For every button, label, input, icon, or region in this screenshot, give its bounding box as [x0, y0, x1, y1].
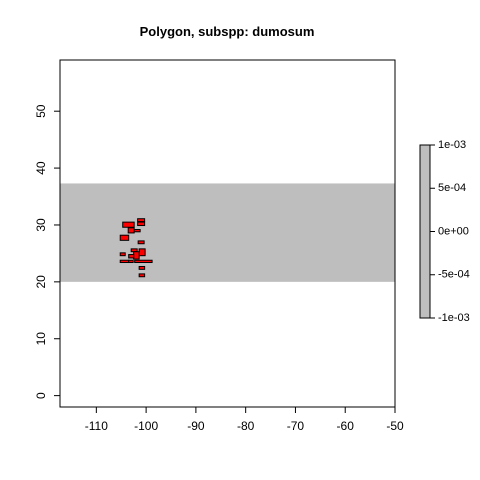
- heatmap-cell: [137, 240, 145, 245]
- plot-area: [59, 59, 396, 408]
- x-tick-label: -100: [134, 419, 158, 433]
- heatmap-cell: [122, 221, 135, 228]
- legend-label: 1e-03: [438, 139, 466, 151]
- y-tick-label: 0: [34, 392, 48, 399]
- heatmap-cell: [137, 221, 146, 227]
- heatmap-cell: [119, 234, 130, 241]
- legend-label: -5e-04: [438, 269, 470, 281]
- heatmap-cell: [128, 254, 135, 259]
- legend-label: 5e-04: [438, 182, 466, 194]
- legend-colorbar: [419, 144, 431, 319]
- range-band: [60, 183, 395, 282]
- plot-frame: [59, 59, 396, 408]
- heatmap-cell: [133, 229, 141, 233]
- x-tick-label: -80: [237, 419, 255, 433]
- y-tick-label: 30: [34, 218, 48, 232]
- legend: 1e-03 5e-04 0e+00 -5e-04 -1e-03: [419, 139, 470, 324]
- heatmap-cell: [134, 259, 153, 264]
- y-tick-label: 20: [34, 275, 48, 289]
- y-tick-label: 40: [34, 161, 48, 175]
- heatmap-cell: [138, 273, 146, 278]
- x-tick-label: -60: [337, 419, 355, 433]
- heatmap-cell: [133, 251, 140, 260]
- legend-label: -1e-03: [438, 312, 470, 324]
- x-tick-label: -110: [85, 419, 108, 433]
- y-tick-label: 50: [34, 104, 48, 118]
- heatmap-cell: [119, 252, 126, 257]
- heatmap-cell: [127, 227, 135, 234]
- x-axis: -110 -100 -90 -80 -70 -60 -50: [85, 407, 404, 433]
- heatmap-cell: [138, 265, 146, 270]
- heatmap-cell: [137, 218, 146, 223]
- x-tick-label: -50: [386, 419, 404, 433]
- heatmap-cell: [138, 248, 146, 257]
- y-tick-label: 10: [34, 332, 48, 346]
- chart-title: Polygon, subspp: dumosum: [140, 24, 315, 39]
- heatmap-cell: [128, 259, 134, 264]
- x-tick-label: -90: [187, 419, 205, 433]
- heatmap-cell: [119, 259, 130, 264]
- legend-label: 0e+00: [438, 225, 469, 237]
- y-axis: 0 10 20 30 40 50: [34, 104, 60, 399]
- x-tick-label: -70: [287, 419, 305, 433]
